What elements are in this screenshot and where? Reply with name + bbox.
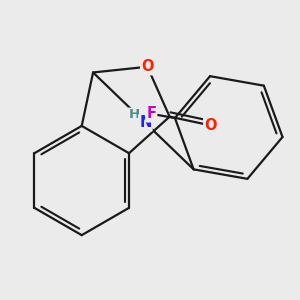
Text: H: H xyxy=(128,108,140,121)
Text: O: O xyxy=(141,59,154,74)
Text: N: N xyxy=(139,115,152,130)
Text: O: O xyxy=(204,118,217,133)
Text: F: F xyxy=(146,106,156,121)
